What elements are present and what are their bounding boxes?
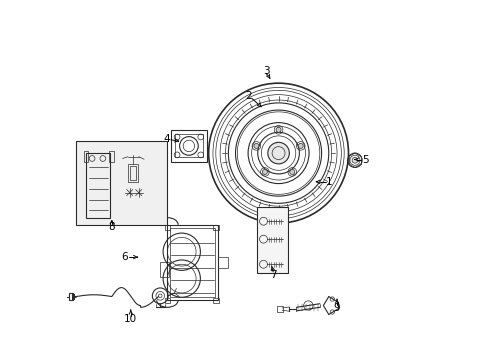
Text: 8: 8: [108, 222, 115, 232]
Circle shape: [267, 142, 289, 164]
Bar: [217, 257, 228, 268]
Circle shape: [253, 143, 258, 148]
Bar: [170, 228, 214, 297]
Bar: [276, 306, 283, 312]
Text: 4: 4: [163, 134, 170, 144]
Circle shape: [262, 170, 267, 175]
Bar: [164, 298, 169, 303]
Bar: [129, 166, 136, 180]
Circle shape: [289, 170, 294, 175]
Bar: [128, 164, 138, 182]
Bar: [175, 134, 202, 157]
Bar: [76, 140, 167, 225]
Bar: [213, 225, 218, 230]
Bar: [160, 262, 169, 277]
Text: 9: 9: [333, 303, 340, 313]
Circle shape: [276, 127, 281, 132]
Bar: [167, 225, 217, 300]
Text: 10: 10: [124, 314, 137, 324]
Text: 3: 3: [262, 66, 269, 76]
Bar: [69, 293, 73, 300]
Circle shape: [351, 157, 357, 163]
Bar: [171, 130, 206, 162]
Bar: [109, 151, 113, 162]
Text: 5: 5: [362, 154, 368, 165]
Bar: [83, 151, 88, 162]
Text: 6: 6: [121, 252, 127, 262]
Text: 7: 7: [269, 270, 276, 280]
Circle shape: [298, 143, 303, 148]
Bar: [257, 207, 287, 273]
Bar: [164, 225, 169, 230]
Text: 1: 1: [325, 177, 331, 187]
Text: 2: 2: [244, 91, 251, 101]
Bar: [213, 298, 218, 303]
